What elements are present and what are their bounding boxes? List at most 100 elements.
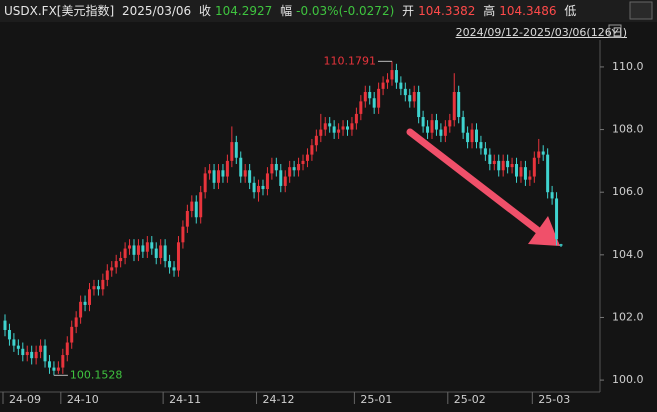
candle-body (21, 348, 25, 356)
candle-body (399, 82, 403, 89)
candle-body (221, 170, 225, 177)
candle-body (559, 244, 563, 246)
candle-body (412, 91, 416, 102)
candle-body (39, 345, 43, 352)
candle-body (310, 145, 314, 155)
candle-body (341, 126, 345, 130)
candle-body (434, 120, 438, 130)
candle-body (377, 88, 381, 108)
candle-body (16, 345, 20, 349)
candle-body (292, 167, 296, 171)
x-tick-label: 25-01 (360, 393, 392, 406)
range-selector[interactable]: 2024/09/12-2025/03/06(126日) (455, 26, 627, 39)
candle-body (506, 160, 510, 168)
symbol: USDX.FX[美元指数] (4, 4, 115, 18)
candle-body (381, 82, 385, 89)
change: -0.03%(-0.0272) (296, 4, 395, 18)
label: 高 (483, 4, 496, 18)
label: 低 (564, 4, 577, 18)
y-tick-label: 108.0 (612, 123, 644, 136)
candle-body (92, 286, 96, 290)
candle-body (252, 182, 256, 193)
candle-body (457, 91, 461, 118)
candle-body (145, 242, 149, 252)
candle-body (176, 242, 180, 271)
candle-body (319, 129, 323, 136)
close: 104.2927 (215, 4, 273, 18)
candle-body (136, 245, 140, 255)
candle-body (519, 167, 523, 177)
candle-body (83, 301, 87, 305)
candle-body (114, 261, 118, 268)
label: 收 (199, 4, 212, 18)
wp-button[interactable] (629, 1, 653, 20)
label: 开 (402, 4, 415, 18)
candle-body (408, 95, 412, 102)
x-tick-label: 24-11 (169, 393, 201, 406)
candle-body (510, 164, 514, 168)
candle-body (159, 245, 163, 258)
y-tick-label: 100.0 (612, 373, 644, 386)
candle-body (532, 157, 536, 177)
dropdown-icon (611, 28, 619, 34)
candle-body (34, 351, 38, 359)
candle-body (110, 267, 114, 271)
candle-body (390, 70, 394, 80)
y-tick-label: 102.0 (612, 310, 644, 323)
candle-body (417, 91, 421, 118)
candle-body (354, 113, 358, 124)
candle-body (199, 192, 203, 218)
candle-body (25, 351, 29, 356)
candle-body (363, 91, 367, 102)
candle-body (488, 154, 492, 165)
label: 幅 (280, 4, 293, 18)
candle-body (470, 129, 474, 143)
candle-body (119, 257, 123, 262)
x-tick-label: 25-03 (538, 393, 570, 406)
candle-body (426, 126, 430, 133)
candle-body (283, 176, 287, 186)
dropdown-box[interactable] (608, 24, 622, 38)
candle-body (234, 142, 238, 158)
candle-body (194, 201, 198, 218)
candle-body (550, 192, 554, 199)
candle-body (301, 160, 305, 165)
candle-body (12, 339, 16, 346)
header: USDX.FX[美元指数] 2025/03/06 收 104.2927 幅 -0.0… (0, 0, 657, 22)
candle-body (79, 301, 83, 318)
candle-body (443, 126, 447, 136)
candle-body (239, 157, 243, 177)
candle-body (7, 329, 11, 340)
candle-body (265, 173, 269, 190)
candle-body (30, 351, 34, 359)
candle-body (439, 129, 443, 136)
candle-body (279, 170, 283, 186)
candle-body (88, 289, 92, 305)
candle-body (448, 120, 452, 127)
candle-body (257, 185, 261, 193)
candle-body (368, 91, 372, 99)
candle-body (541, 151, 545, 155)
candle-body (132, 245, 136, 255)
candle-body (61, 355, 65, 368)
open: 104.3382 (418, 4, 476, 18)
x-tick-label: 24-10 (67, 393, 99, 406)
candle-body (537, 151, 541, 158)
max-annotation: 110.1791 (323, 54, 376, 67)
x-tick-label: 24-12 (263, 393, 295, 406)
candle-body (217, 170, 221, 183)
candle-body (248, 170, 252, 183)
candle-body (314, 135, 318, 146)
candle-body (452, 91, 456, 121)
candle-body (230, 142, 234, 161)
min-annotation: 100.1528 (70, 368, 123, 381)
candle-body (190, 201, 194, 211)
candle-body (332, 126, 336, 133)
candle-body (297, 164, 301, 171)
candle-body (168, 261, 172, 268)
candle-body (43, 345, 47, 362)
candle-body (555, 198, 559, 240)
candle-body (403, 88, 407, 96)
candle-body (150, 242, 154, 249)
